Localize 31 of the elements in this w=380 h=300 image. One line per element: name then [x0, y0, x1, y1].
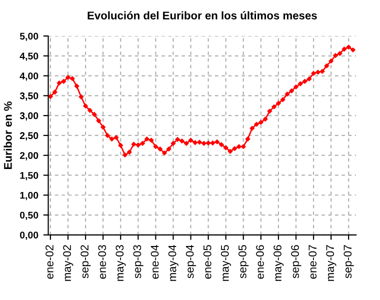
x-tick-label: ene-07 — [308, 245, 317, 279]
y-tick-label: 5,00 — [20, 32, 38, 42]
x-tick-label: may-05 — [220, 245, 232, 281]
y-tick-label: 1,50 — [20, 172, 38, 180]
x-tick-label: sep-02 — [80, 245, 91, 278]
x-tick-label: may-07 — [326, 245, 336, 281]
chart-title: Evolución del Euribor en los últimos meses — [88, 11, 317, 20]
y-tick-label: 0,50 — [20, 212, 38, 220]
x-tick-label: ene-05 — [203, 245, 212, 279]
y-tick-label: 2,50 — [20, 132, 38, 140]
y-tick-label: 3,50 — [20, 92, 38, 101]
x-tick-label: ene-03 — [98, 245, 106, 279]
y-tick-label: 4,50 — [20, 52, 38, 61]
x-tick-label: may-02 — [63, 245, 74, 281]
x-tick-label: ene-06 — [256, 245, 264, 279]
x-tick-label: ene-04 — [150, 244, 159, 279]
y-tick-label: 4,00 — [20, 72, 38, 81]
x-tick-label: ene-02 — [46, 245, 54, 279]
x-tick-label: may-06 — [274, 245, 284, 281]
x-tick-label: sep-06 — [291, 245, 302, 278]
y-tick-label: 3,00 — [20, 112, 38, 121]
x-tick-label: may-03 — [116, 245, 126, 281]
y-tick-label: 2,00 — [20, 152, 38, 160]
x-tick-label: sep-07 — [344, 245, 354, 278]
x-tick-label: sep-04 — [186, 244, 196, 278]
x-tick-label: may-04 — [168, 244, 178, 281]
x-tick-label: sep-03 — [133, 245, 144, 278]
x-tick-label: sep-05 — [238, 245, 249, 278]
y-tick-label: 1,00 — [20, 192, 38, 200]
y-tick-label: 0,00 — [20, 232, 38, 240]
y-axis-title: Euribor en % — [4, 101, 12, 169]
